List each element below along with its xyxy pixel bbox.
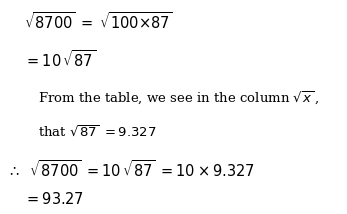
Text: $\sqrt{8700}\; =\; \sqrt{100{\times}87}$: $\sqrt{8700}\; =\; \sqrt{100{\times}87}$ xyxy=(24,11,173,32)
Text: $\therefore\;\; \sqrt{8700}\; = 10\,\sqrt{87}\; = 10 \times 9.327$: $\therefore\;\; \sqrt{8700}\; = 10\,\sqr… xyxy=(7,159,255,180)
Text: $= 93.27$: $= 93.27$ xyxy=(24,191,84,207)
Text: From the table, we see in the column $\sqrt{x}\,$,: From the table, we see in the column $\s… xyxy=(38,90,320,107)
Text: that $\sqrt{87}\; = 9.327$: that $\sqrt{87}\; = 9.327$ xyxy=(38,125,157,140)
Text: $= 10\,\sqrt{87}$: $= 10\,\sqrt{87}$ xyxy=(24,49,96,70)
